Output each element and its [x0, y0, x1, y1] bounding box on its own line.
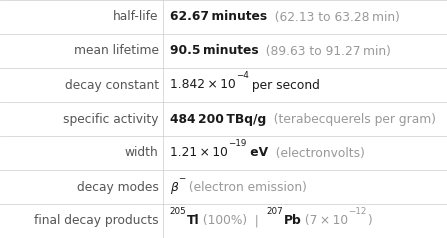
- Text: −19: −19: [228, 139, 246, 148]
- Text: (electronvolts): (electronvolts): [268, 147, 365, 159]
- Text: (62.13 to 63.28 min): (62.13 to 63.28 min): [267, 10, 400, 24]
- Text: ): ): [367, 214, 371, 228]
- Text: 207: 207: [267, 207, 283, 216]
- Text: per second: per second: [249, 79, 320, 91]
- Text: 1.21 × 10: 1.21 × 10: [170, 147, 228, 159]
- Text: 484 200 TBq/g: 484 200 TBq/g: [170, 113, 266, 125]
- Text: 62.67 minutes: 62.67 minutes: [170, 10, 267, 24]
- Text: (electron emission): (electron emission): [185, 180, 307, 193]
- Text: |: |: [247, 214, 267, 228]
- Text: −12: −12: [349, 207, 367, 216]
- Text: decay constant: decay constant: [64, 79, 159, 91]
- Text: (terabecquerels per gram): (terabecquerels per gram): [266, 113, 436, 125]
- Text: −4: −4: [236, 71, 249, 80]
- Text: specific activity: specific activity: [63, 113, 159, 125]
- Text: Tl: Tl: [186, 214, 199, 228]
- Text: β: β: [170, 180, 178, 193]
- Text: (100%): (100%): [199, 214, 247, 228]
- Text: Pb: Pb: [283, 214, 301, 228]
- Text: half-life: half-life: [113, 10, 159, 24]
- Text: (7 × 10: (7 × 10: [301, 214, 349, 228]
- Text: (89.63 to 91.27 min): (89.63 to 91.27 min): [258, 45, 392, 58]
- Text: mean lifetime: mean lifetime: [74, 45, 159, 58]
- Text: eV: eV: [246, 147, 268, 159]
- Text: 1.842 × 10: 1.842 × 10: [170, 79, 236, 91]
- Text: width: width: [125, 147, 159, 159]
- Text: −: −: [178, 173, 185, 182]
- Text: 205: 205: [170, 207, 186, 216]
- Text: decay modes: decay modes: [77, 180, 159, 193]
- Text: 90.5 minutes: 90.5 minutes: [170, 45, 258, 58]
- Text: final decay products: final decay products: [34, 214, 159, 228]
